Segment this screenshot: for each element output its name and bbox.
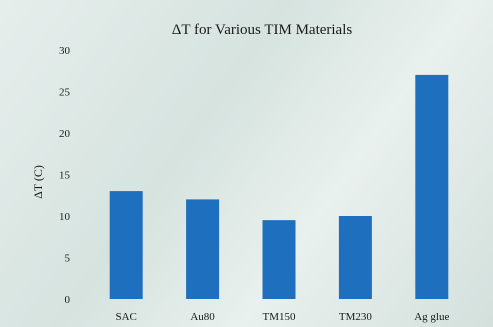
bar-tm230 — [338, 216, 372, 299]
y-axis-ticks: 0 5 10 15 20 25 30 — [59, 45, 71, 306]
y-tick-label: 30 — [59, 45, 71, 57]
x-tick-label: Au80 — [190, 311, 215, 323]
y-tick-label: 25 — [59, 87, 71, 99]
y-tick-label: 5 — [65, 253, 71, 265]
y-axis-label: ΔT (C) — [31, 165, 45, 199]
bar-ag-glue — [415, 74, 449, 300]
y-tick-label: 10 — [59, 211, 71, 223]
x-tick-label: SAC — [115, 311, 136, 323]
y-tick-label: 15 — [59, 170, 71, 182]
x-axis-ticks: SAC Au80 TM150 TM230 Ag glue — [115, 311, 449, 323]
y-tick-label: 0 — [65, 294, 71, 306]
bar-sac — [109, 191, 143, 299]
y-tick-label: 20 — [59, 128, 71, 140]
bar-tm150 — [262, 220, 296, 299]
bars — [109, 74, 449, 300]
x-tick-label: TM150 — [263, 311, 297, 323]
bar-au80 — [186, 199, 220, 299]
x-tick-label: TM230 — [339, 311, 373, 323]
x-tick-label: Ag glue — [414, 311, 449, 323]
chart-title: ΔT for Various TIM Materials — [172, 22, 353, 38]
